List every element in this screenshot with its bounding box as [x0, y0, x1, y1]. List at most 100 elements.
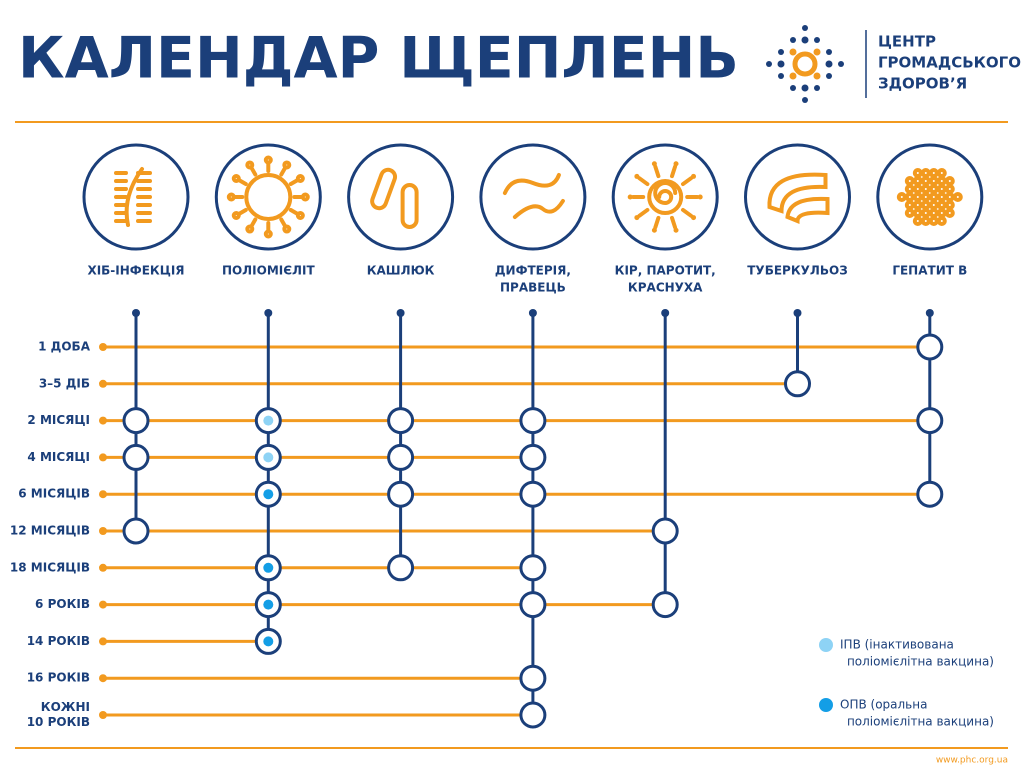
icon-shape	[245, 224, 255, 234]
age-dot	[99, 600, 107, 609]
dose-type-dot	[263, 562, 274, 573]
dose-node	[651, 591, 679, 619]
disease-icon	[347, 143, 455, 251]
age-label: 3–5 ДІБ	[39, 376, 90, 390]
icon-shape	[653, 181, 678, 206]
disease-label: КАШЛЮК	[367, 264, 435, 278]
icon-shape	[231, 211, 241, 220]
dose-node	[122, 443, 150, 471]
dose-node	[519, 407, 547, 435]
icon-shape	[512, 199, 565, 219]
icon-shape	[295, 174, 305, 183]
disease-icon	[744, 143, 851, 251]
legend-label: ОПВ (оральна	[840, 698, 927, 712]
age-label: 2 МІСЯЦІ	[27, 413, 90, 427]
disease-label: ПОЛІОМІЄЛІТ	[222, 264, 316, 278]
legend-label: поліомієлітна вакцина)	[847, 655, 994, 669]
logo-mark	[766, 25, 844, 103]
icon-shape	[637, 176, 650, 187]
legend-label: ІПВ (інактивована	[840, 638, 954, 652]
dose-node	[122, 517, 150, 545]
icon-shape	[952, 192, 963, 202]
age-label: КОЖНІ	[41, 700, 90, 714]
dose-node	[519, 664, 547, 692]
icon-shape	[673, 227, 679, 233]
icon-shape	[944, 208, 955, 218]
icon-shape	[680, 207, 694, 218]
icon-shape	[263, 155, 273, 165]
disease-icon	[479, 143, 587, 251]
disease-label: ГЕПАТИТ В	[892, 264, 967, 278]
legend-label: поліомієлітна вакцина)	[847, 715, 994, 729]
age-dot	[99, 637, 107, 646]
icon-circle	[744, 143, 851, 251]
icon-shape	[673, 161, 679, 167]
icon-shape	[653, 215, 661, 230]
icon-shape	[300, 192, 310, 202]
age-label: 1 ДОБА	[38, 340, 91, 354]
icon-shape	[785, 196, 830, 224]
age-dot	[99, 416, 107, 425]
schedule-nodes	[122, 333, 944, 729]
icon-shape	[691, 215, 697, 221]
dose-node	[916, 333, 944, 361]
dose-type-dot	[263, 489, 274, 500]
disease-dot	[528, 309, 537, 317]
icon-shape	[263, 229, 273, 239]
schedule-lines	[99, 309, 934, 719]
disease-dot	[132, 309, 140, 317]
icon-circle	[479, 143, 587, 251]
age-label: 10 РОКІВ	[27, 715, 90, 729]
age-label: 16 РОКІВ	[27, 671, 90, 685]
icon-shape	[680, 176, 694, 187]
disease-icon	[876, 143, 984, 251]
icon-shape	[370, 167, 398, 211]
age-dot	[99, 490, 107, 499]
dose-type-dot	[263, 636, 274, 647]
legend-swatch	[819, 638, 833, 652]
disease-label: КРАСНУХА	[628, 281, 703, 295]
dose-node	[387, 554, 415, 582]
dose-node	[784, 370, 811, 398]
age-dot	[99, 453, 107, 462]
dose-node	[387, 443, 415, 471]
icon-shape	[651, 227, 657, 233]
icon-shape	[691, 173, 697, 179]
icon-circle	[611, 143, 719, 251]
footer-url: www.phc.org.ua	[936, 756, 1008, 766]
icon-shape	[282, 224, 292, 234]
title: КАЛЕНДАР ЩЕПЛЕНЬ	[18, 26, 739, 92]
age-dot	[99, 563, 107, 572]
disease-dot	[264, 309, 273, 317]
age-label: 14 РОКІВ	[27, 634, 90, 648]
age-label: 12 МІСЯЦІВ	[10, 524, 90, 538]
age-label: 4 МІСЯЦІ	[27, 450, 90, 464]
dose-node	[519, 443, 547, 471]
age-label: 6 РОКІВ	[35, 597, 90, 611]
icon-shape	[295, 211, 305, 220]
disease-icon	[214, 143, 322, 251]
dose-node	[519, 554, 547, 582]
dose-type-dot	[263, 452, 274, 463]
icon-shape	[637, 207, 650, 218]
age-dot	[99, 711, 107, 719]
logo-text: ЗДОРОВ’Я	[878, 75, 967, 93]
icon-shape	[282, 160, 292, 170]
icon-shape	[502, 173, 561, 195]
icon-shape	[767, 172, 828, 214]
dose-type-dot	[263, 415, 274, 426]
dose-node	[519, 480, 547, 508]
age-dot	[99, 379, 107, 388]
disease-dot	[396, 309, 405, 317]
dose-node	[519, 701, 547, 729]
disease-label: ПРАВЕЦЬ	[500, 281, 566, 295]
icon-shape	[697, 194, 703, 200]
icon-shape	[669, 215, 678, 230]
age-label: 18 МІСЯЦІВ	[10, 560, 90, 574]
disease-dot	[793, 309, 802, 317]
disease-dot	[925, 309, 934, 317]
disease-icon	[611, 143, 719, 251]
dose-type-dot	[263, 599, 274, 610]
icon-shape	[669, 164, 678, 179]
